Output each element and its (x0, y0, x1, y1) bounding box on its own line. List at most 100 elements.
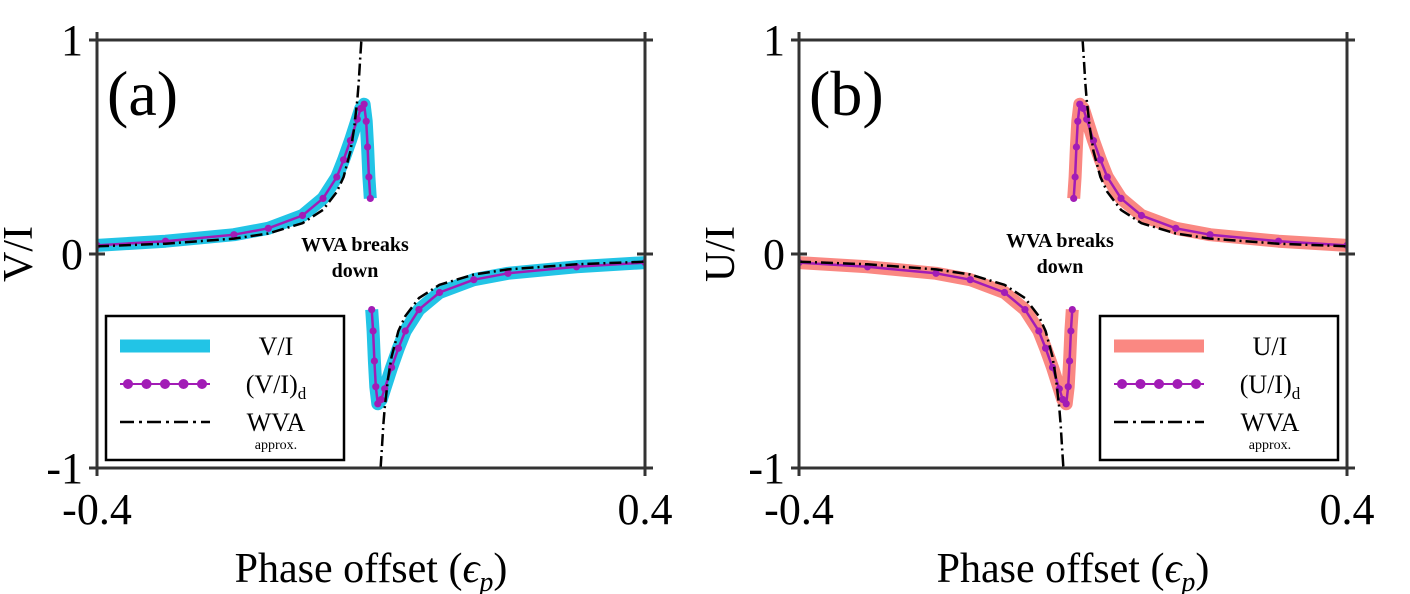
series-dotted-point (435, 288, 444, 297)
series-dotted-point (470, 276, 478, 284)
legend-swatch-dot (123, 379, 133, 389)
chart-panel-b: -1 0 1 -0.4 0.4 (b) Phase offset (ϵp) U/I WVA br… (698, 16, 1375, 594)
legend-label-exact: U/I (1253, 332, 1288, 361)
legend-label-subscript: d (298, 384, 307, 403)
legend-label-exact: V/I (259, 332, 294, 361)
series-dotted-point (1062, 400, 1070, 408)
legend-swatch-dot (1135, 379, 1146, 389)
legend-label-dotted: (U/I)d (1240, 370, 1301, 403)
series-dotted-point (1070, 194, 1078, 202)
x-tick-label: -0.4 (62, 485, 132, 534)
legend-label-dotted: (V/I)d (246, 370, 307, 403)
x-tick-label: -0.4 (764, 485, 834, 534)
x-axis-label-symbol: ϵ (1164, 546, 1183, 592)
annotation-text: WVA breaks (301, 234, 409, 256)
legend-label-note: approx. (1249, 438, 1291, 453)
series-dotted-point (366, 194, 374, 202)
series-dotted-point (298, 211, 307, 220)
series-dotted-point (1071, 173, 1079, 181)
series-dotted-point (340, 156, 348, 164)
series-dotted-point (372, 383, 380, 391)
x-axis-label-text: Phase offset ( (235, 546, 463, 592)
series-dotted-point (364, 143, 372, 151)
legend-label-text: V/I (259, 332, 294, 361)
series-dotted-point (369, 327, 377, 335)
series-dotted-point (370, 357, 378, 365)
y-tick-label: 1 (763, 16, 785, 65)
y-tick-label: -1 (46, 444, 83, 493)
x-axis-label: Phase offset (ϵp) (937, 546, 1210, 594)
x-axis-label: Phase offset (ϵp) (235, 546, 508, 594)
legend-label-subscript: d (1292, 384, 1301, 403)
series-wva-line-4 (799, 260, 1065, 468)
series-dotted-point (1021, 306, 1029, 314)
series-dotted-point (1042, 344, 1050, 352)
series-dotted-point (1000, 288, 1009, 297)
x-tick-label: 0.4 (1320, 485, 1375, 534)
legend-label-text: (U/I) (1240, 370, 1292, 399)
legend-label-text: WVA (247, 408, 306, 437)
series-dotted-point (1103, 173, 1111, 181)
series-dotted-point (1096, 156, 1104, 164)
series-dotted-point (1035, 327, 1043, 335)
annotation-text: down (332, 260, 379, 282)
series-wva-line-4 (97, 40, 363, 248)
legend-label-note: approx. (255, 438, 297, 453)
series-dotted-point (362, 117, 370, 125)
panel-label: (b) (809, 58, 884, 129)
series-dotted-point (1172, 224, 1180, 232)
series-wva-line-5 (379, 260, 645, 468)
y-tick-label: 0 (763, 230, 785, 279)
series-dotted-point (377, 395, 385, 404)
series-dotted-point (264, 224, 272, 232)
series-dotted-line-3 (1072, 102, 1347, 247)
series-dotted-point (1066, 357, 1074, 365)
legend-label-wva: WVA (1241, 408, 1300, 437)
series-dotted-point (1067, 327, 1075, 335)
series-dotted-point (1064, 383, 1072, 391)
series-dotted-point (1072, 143, 1080, 151)
series-dotted-point (1074, 117, 1082, 125)
series-dotted-point (401, 327, 409, 335)
legend-swatch-dot (141, 379, 152, 389)
series-exact-line-1 (365, 256, 645, 411)
legend-label-text: U/I (1253, 332, 1288, 361)
series-dotted-point (230, 231, 238, 239)
x-axis-label-close: ) (1195, 546, 1209, 592)
y-axis-label: V/I (0, 226, 42, 282)
series-dotted-point (1117, 194, 1125, 202)
series-dotted-point (966, 276, 974, 284)
legend-swatch-dot (1154, 379, 1164, 389)
series-dotted-point (319, 194, 327, 202)
chart-panel-a: -1 0 1 -0.4 0.4 (a) Phase offset (ϵp) V/I WVA br… (0, 16, 673, 594)
legend-label-text: (V/I) (246, 370, 298, 399)
y-axis-label: U/I (698, 226, 744, 282)
y-tick-label: 0 (61, 230, 83, 279)
series-dotted-line-2 (799, 261, 1074, 406)
panel-label: (a) (107, 58, 178, 129)
series-dotted-point (368, 306, 376, 314)
series-dotted-line-3 (370, 261, 645, 406)
series-wva-line-5 (1081, 40, 1347, 248)
legend-swatch-dot (160, 379, 170, 389)
series-dotted-point (360, 100, 368, 108)
series-dotted-point (1206, 231, 1214, 239)
legend-swatch-dot (178, 379, 189, 389)
legend-box (1098, 314, 1340, 462)
series-dotted-point (504, 269, 512, 277)
legend-label-wva: WVA (247, 408, 306, 437)
legend-swatch-dot (1191, 379, 1201, 389)
x-tick-label: 0.4 (618, 485, 673, 534)
series-dotted-point (394, 344, 402, 352)
y-tick-label: 1 (61, 16, 83, 65)
annotation-text: down (1037, 256, 1084, 278)
annotation-text: WVA breaks (1006, 230, 1114, 252)
series-dotted-point (415, 306, 423, 314)
series-dotted-point (932, 269, 940, 277)
legend-box (104, 314, 346, 462)
legend-swatch-dot (1117, 379, 1127, 389)
series-dotted-point (1068, 306, 1076, 314)
